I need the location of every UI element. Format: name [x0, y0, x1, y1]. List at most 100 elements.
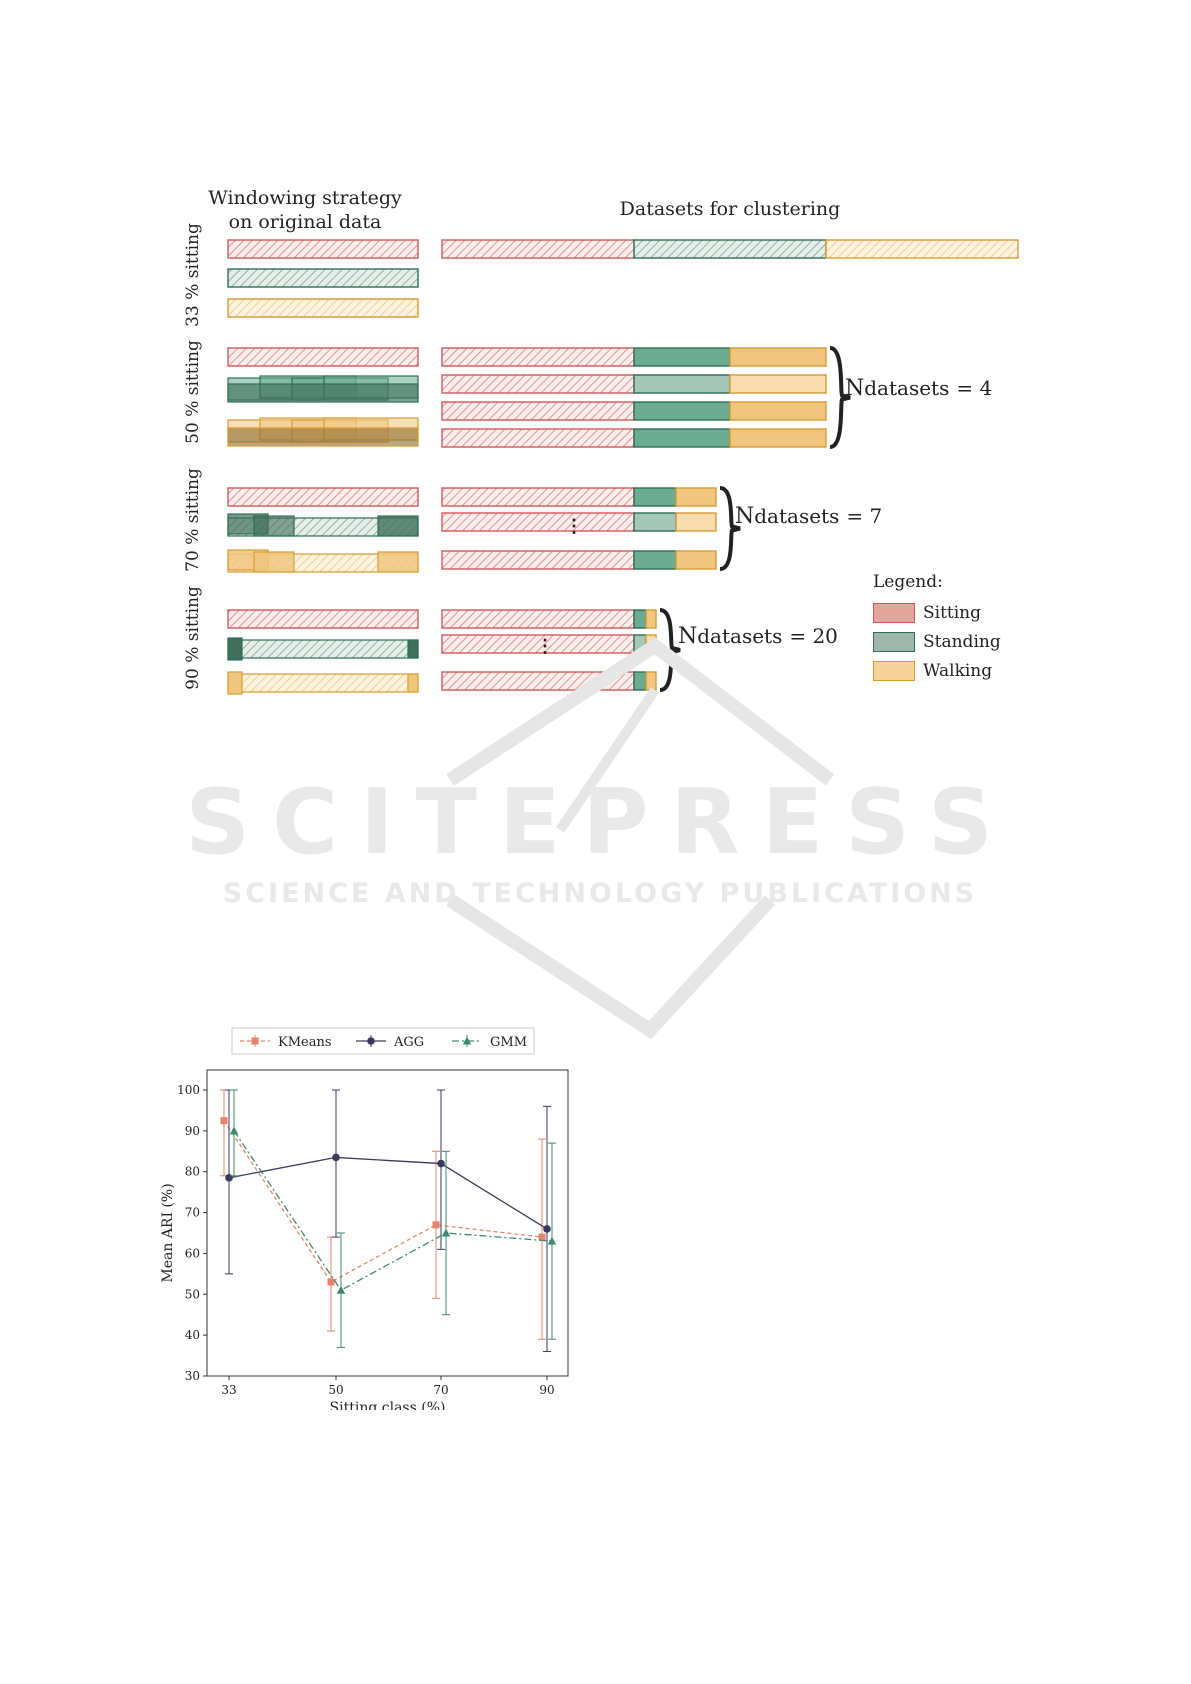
dataset-walking-33	[825, 239, 1019, 259]
window-walking-70-1	[253, 551, 295, 573]
y-tick-label-30: 30	[185, 1369, 200, 1383]
legend-label-AGG: AGG	[393, 1035, 424, 1050]
window-sitting-50	[227, 347, 419, 367]
legend-label-standing: Standing	[923, 631, 1001, 652]
series-line-KMeans	[223, 1120, 543, 1283]
dataset-walking-50-3	[729, 428, 827, 448]
x-tick-label-70: 70	[433, 1383, 448, 1397]
left-header-line2: on original data	[228, 211, 382, 233]
point-KMeans-33	[220, 1117, 228, 1125]
window-walking-33	[227, 298, 419, 318]
dataset-standing-70-0	[633, 487, 677, 507]
dataset-standing-70-2	[633, 550, 677, 570]
dataset-standing-90-0	[633, 609, 647, 629]
legend-item-sitting: Sitting	[873, 598, 1001, 627]
window-sitting-70	[227, 487, 419, 507]
dataset-walking-50-0	[729, 347, 827, 367]
dataset-walking-70-0	[675, 487, 717, 507]
legend-marker-AGG	[367, 1037, 375, 1045]
dataset-sitting-33	[441, 239, 635, 259]
ari-line-chart: KMeans AGG GMM 30 40 50 60 70 80 90 100 33 50 70 90 Sit…	[160, 1027, 569, 1416]
legend-item-standing: Standing	[873, 627, 1001, 656]
point-GMM-90	[547, 1236, 557, 1245]
dataset-sitting-90-0	[441, 609, 635, 629]
dataset-standing-50-2	[633, 401, 731, 421]
window-standing-50-dark	[227, 383, 419, 403]
watermark-title: SCITEPRESS	[185, 770, 1015, 875]
y-tick-label-100: 100	[177, 1083, 200, 1097]
x-tick-label-33: 33	[221, 1383, 236, 1397]
dataset-walking-90-2	[645, 671, 657, 691]
dataset-sitting-90-2	[441, 671, 635, 691]
window-walking-90-base	[227, 673, 419, 693]
left-header-line1: Windowing strategy	[208, 187, 402, 209]
brace-90	[659, 608, 681, 692]
chart-frame	[206, 1069, 569, 1377]
legend-marker-KMeans	[251, 1037, 259, 1045]
window-standing-70-1	[253, 515, 295, 537]
point-KMeans-50	[327, 1278, 335, 1286]
window-sitting-90	[227, 609, 419, 629]
row-label-90: 90 % sitting	[183, 586, 203, 690]
point-AGG-90	[543, 1225, 551, 1233]
series-line-AGG	[228, 1156, 548, 1230]
ellipsis-90: ⋮	[536, 636, 554, 657]
dataset-walking-90-0	[645, 609, 657, 629]
legend-item-walking: Walking	[873, 656, 1001, 685]
window-standing-70-2	[377, 515, 419, 537]
x-tick-label-90: 90	[539, 1383, 554, 1397]
dataset-standing-90-2	[633, 671, 647, 691]
ndatasets-label-90: Ndatasets = 20	[678, 624, 838, 649]
windowing-diagram	[227, 239, 1019, 695]
dataset-standing-50-0	[633, 347, 731, 367]
window-standing-90-end	[407, 639, 419, 659]
watermark-subtitle: SCIENCE AND TECHNOLOGY PUBLICATIONS	[222, 878, 978, 909]
dataset-walking-70-2	[675, 550, 717, 570]
dataset-standing-90-1	[633, 634, 647, 654]
row-label-33: 33 % sitting	[183, 223, 203, 327]
legend-label-sitting: Sitting	[923, 602, 982, 623]
point-AGG-33	[225, 1174, 233, 1182]
x-axis-label: Sitting class (%)	[330, 1400, 446, 1410]
window-standing-90-base	[227, 639, 419, 659]
legend-swatch-standing	[873, 631, 915, 652]
point-AGG-70	[437, 1159, 445, 1168]
dataset-sitting-50-2	[441, 401, 635, 421]
window-walking-90-end	[407, 673, 419, 693]
figure-windowing: Windowing strategy on original data Data…	[0, 0, 1191, 720]
y-tick-label-60: 60	[185, 1246, 200, 1260]
window-walking-70-2	[377, 551, 419, 573]
point-AGG-50	[332, 1153, 340, 1162]
window-standing-90-start	[227, 637, 243, 661]
dataset-standing-50-3	[633, 428, 731, 448]
dataset-sitting-70-1	[441, 512, 635, 532]
legend-marker-GMM	[462, 1036, 472, 1045]
point-GMM-33	[229, 1126, 239, 1135]
legend-swatch-sitting	[873, 602, 915, 623]
legend-label-walking: Walking	[923, 660, 993, 681]
row-label-70: 70 % sitting	[183, 468, 203, 572]
y-axis-label: Mean ARI (%)	[160, 1183, 176, 1282]
dataset-sitting-50-1	[441, 374, 635, 394]
point-KMeans-90	[538, 1233, 546, 1241]
ndatasets-label-70: Ndatasets = 7	[735, 504, 883, 529]
legend-title: Legend:	[873, 572, 943, 592]
window-standing-33	[227, 268, 419, 288]
dataset-sitting-50-0	[441, 347, 635, 367]
legend: Legend: Sitting Standing Walking	[873, 572, 1001, 685]
y-tick-label-90: 90	[185, 1124, 200, 1138]
dataset-sitting-70-2	[441, 550, 635, 570]
x-tick-label-50: 50	[328, 1383, 343, 1397]
series-line-GMM	[233, 1130, 553, 1292]
figure-ari-chart: KMeans AGG GMM 30 40 50 60 70 80 90 100 33 50 70 90 Sit…	[0, 990, 600, 1416]
brace-70	[719, 486, 741, 571]
legend-label-GMM: GMM	[490, 1035, 527, 1050]
point-GMM-50	[336, 1285, 346, 1294]
dataset-walking-70-1	[675, 512, 717, 532]
dataset-walking-50-1	[729, 374, 827, 394]
y-tick-label-80: 80	[185, 1165, 200, 1179]
dataset-standing-50-1	[633, 374, 731, 394]
dataset-walking-90-1	[645, 634, 657, 654]
legend-swatch-walking	[873, 660, 915, 681]
dataset-standing-70-1	[633, 512, 677, 532]
